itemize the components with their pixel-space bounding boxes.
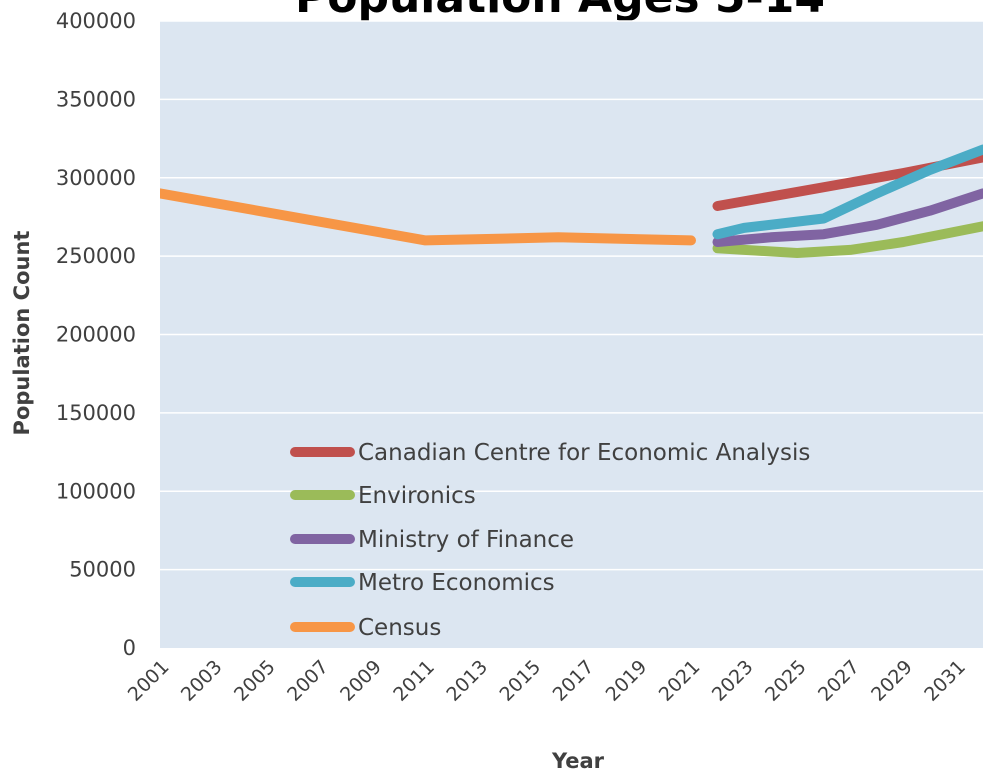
x-tick-label: 2009 — [336, 656, 386, 706]
legend-label-0: Canadian Centre for Economic Analysis — [358, 440, 810, 466]
x-tick-label: 2011 — [389, 656, 439, 706]
series-lines — [160, 144, 983, 258]
y-tick-label: 0 — [123, 636, 136, 660]
series-line-1 — [712, 221, 983, 258]
y-tick-label: 150000 — [56, 401, 136, 425]
x-tick-label: 2029 — [867, 656, 917, 706]
legend-label-2: Ministry of Finance — [358, 527, 574, 553]
x-tick-label: 2027 — [814, 656, 864, 706]
y-tick-label: 50000 — [69, 558, 136, 582]
series-line-4 — [160, 188, 696, 246]
x-tick-label: 2007 — [283, 656, 333, 706]
legend-label-4: Census — [358, 615, 441, 641]
x-tick-label: 2021 — [655, 656, 705, 706]
y-axis-ticks: 0 50000 100000 150000 200000 250000 300000 3500… — [56, 9, 136, 660]
y-tick-label: 400000 — [56, 9, 136, 33]
x-tick-label: 2015 — [495, 656, 545, 706]
x-tick-label: 2019 — [602, 656, 652, 706]
y-tick-label: 300000 — [56, 166, 136, 190]
legend-label-1: Environics — [358, 483, 476, 509]
legend: Canadian Centre for Economic Analysis Env… — [290, 440, 810, 641]
x-axis-title: Year — [551, 749, 605, 772]
x-tick-label: 2003 — [177, 656, 227, 706]
x-tick-label: 2017 — [549, 656, 599, 706]
x-tick-label: 2013 — [442, 656, 492, 706]
y-tick-label: 350000 — [56, 87, 136, 111]
y-tick-label: 200000 — [56, 323, 136, 347]
x-tick-label: 2005 — [230, 656, 280, 706]
series-line-3 — [712, 144, 983, 240]
x-tick-label: 2025 — [761, 656, 811, 706]
y-axis-title: Population Count — [10, 231, 34, 436]
y-tick-label: 100000 — [56, 479, 136, 503]
chart-title: Population Ages 5-14 — [295, 0, 825, 23]
x-tick-label: 2001 — [124, 656, 174, 706]
x-tick-label: 2031 — [920, 656, 970, 706]
x-tick-label: 2023 — [708, 656, 758, 706]
legend-label-3: Metro Economics — [358, 570, 555, 596]
x-axis-ticks: 2001 2003 2005 2007 2009 2011 2013 2015 2017 2019… — [124, 656, 970, 706]
series-line-2 — [712, 188, 983, 247]
y-tick-label: 250000 — [56, 244, 136, 268]
